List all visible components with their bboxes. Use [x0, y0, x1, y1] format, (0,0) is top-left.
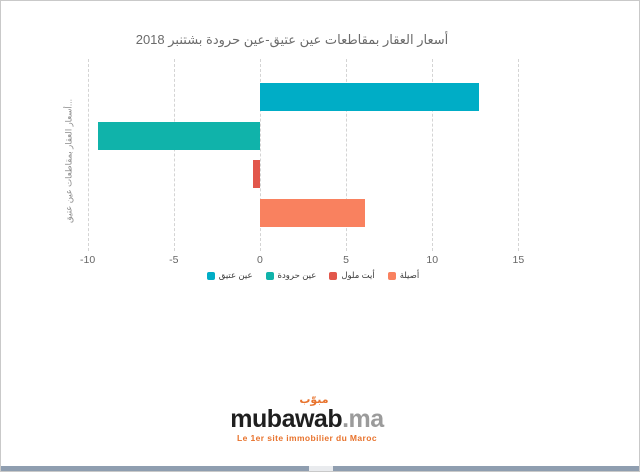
- legend-label: عين عتيق: [218, 270, 253, 280]
- legend: عين عتيق عين حرودة أيت ملول أصيلة: [1, 270, 625, 281]
- chart-title: أسعار العقار بمقاطعات عين عتيق-عين حرودة…: [135, 32, 449, 47]
- legend-item-2[interactable]: عين حرودة: [265, 270, 317, 281]
- logo-wordmark: mubawab.ma: [197, 406, 417, 432]
- legend-swatch-icon: [206, 271, 215, 280]
- scrollbar-thumb[interactable]: [309, 466, 333, 471]
- bar-2: [97, 121, 260, 150]
- bar-3: [253, 160, 260, 189]
- y-axis-label: أسعار العقار بمقاطعات عين عتيق...: [63, 99, 74, 223]
- legend-item-1[interactable]: عين عتيق: [206, 270, 253, 281]
- x-tick-label--10: -10: [80, 254, 96, 266]
- logo-tld-text: .ma: [342, 405, 384, 433]
- x-tick-label-10: 10: [426, 254, 439, 266]
- gridline-x-10: [432, 59, 434, 251]
- bar-1: [259, 83, 479, 111]
- gridline-x-0: [259, 59, 261, 251]
- plot-area: [79, 59, 527, 251]
- x-tick-label-0: 0: [257, 254, 263, 266]
- logo-brand-text: mubawab: [230, 405, 343, 433]
- x-tick-label-5: 5: [343, 254, 349, 266]
- logo-arabic-mark: مبوّب: [299, 394, 329, 406]
- gridline-x--5: [173, 59, 175, 251]
- horizontal-scrollbar[interactable]: [1, 466, 639, 471]
- mubawab-logo: مبوّب mubawab.ma Le 1er site immobilier …: [197, 394, 417, 443]
- x-tick-label--5: -5: [169, 254, 179, 266]
- legend-item-4[interactable]: أصيلة: [387, 270, 420, 281]
- legend-label: أيت ملول: [341, 270, 375, 280]
- gridline-x--10: [87, 59, 89, 251]
- gridline-x-15: [518, 59, 520, 251]
- legend-swatch-icon: [265, 271, 274, 280]
- legend-swatch-icon: [387, 271, 396, 280]
- legend-label: أصيلة: [399, 270, 420, 280]
- x-tick-label-15: 15: [512, 254, 525, 266]
- gridline-x-5: [346, 59, 348, 251]
- bar-4: [259, 199, 366, 227]
- legend-label: عين حرودة: [277, 270, 317, 280]
- legend-item-3[interactable]: أيت ملول: [329, 270, 375, 281]
- logo-tagline: Le 1er site immobilier du Maroc: [237, 433, 377, 443]
- legend-swatch-icon: [329, 271, 338, 280]
